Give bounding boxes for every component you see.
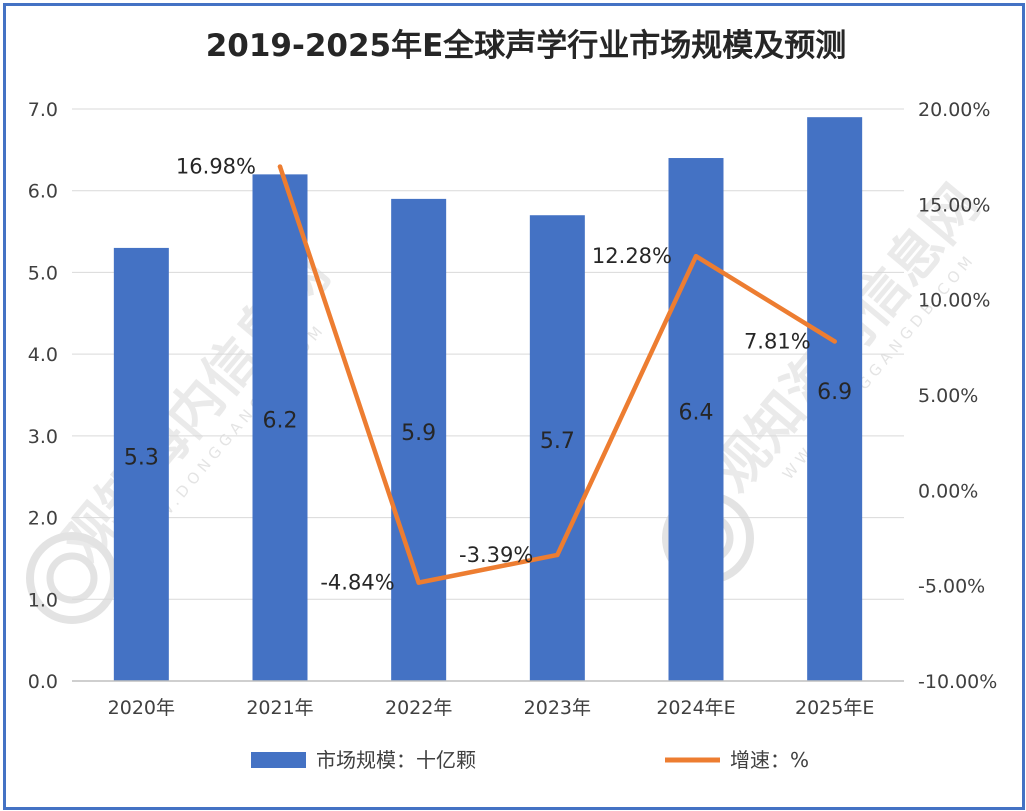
y-left-tick-label: 7.0 — [28, 99, 58, 121]
bar-data-label: 5.9 — [401, 421, 436, 446]
bar — [668, 158, 724, 681]
line-data-label: 7.81% — [744, 329, 811, 353]
bar — [807, 117, 863, 681]
line-point — [832, 339, 837, 344]
line-data-label: 16.98% — [176, 155, 256, 179]
line-point — [277, 164, 283, 169]
line-point — [693, 253, 699, 259]
x-tick-label: 2024年E — [656, 697, 735, 719]
y-right-tick-label: 10.00% — [918, 290, 990, 312]
line-data-label: -3.39% — [459, 543, 533, 567]
bar — [529, 215, 585, 681]
legend-label: 市场规模：十亿颗 — [316, 748, 476, 772]
x-tick-label: 2020年 — [108, 697, 175, 719]
chart-title: 2019-2025年E全球声学行业市场规模及预测 — [206, 28, 847, 64]
bar-data-label: 6.2 — [263, 409, 298, 434]
bar-data-label: 6.4 — [679, 401, 714, 426]
line-point — [416, 580, 421, 585]
y-right-tick-label: 0.00% — [918, 480, 978, 502]
x-tick-label: 2022年 — [385, 697, 452, 719]
data-labels: 5.3 6.2 5.9 5.7 6.4 6.9 16.98% -4.84% -3.39% 12.2… — [124, 155, 852, 595]
y-right-tick-label: 20.00% — [918, 99, 990, 121]
y-left-tick-label: 3.0 — [28, 426, 58, 448]
y-right-tick-label: -10.00% — [918, 671, 997, 693]
bar-series — [113, 117, 863, 681]
y-left-tick-label: 5.0 — [28, 262, 58, 284]
watermark-logo-inner-icon — [46, 552, 98, 604]
y-left-tick-label: 2.0 — [28, 508, 58, 530]
legend: 市场规模：十亿颗 增速：% — [251, 748, 809, 772]
x-tick-label: 2023年 — [524, 697, 591, 719]
x-tick-label: 2021年 — [246, 697, 313, 719]
y-left-tick-label: 0.0 — [28, 671, 58, 693]
gridlines — [72, 108, 904, 600]
bar-data-label: 6.9 — [817, 380, 852, 405]
legend-label: 增速：% — [730, 748, 809, 772]
y-left-tick-label: 6.0 — [28, 181, 58, 203]
line-point — [555, 552, 560, 558]
bar — [252, 174, 308, 681]
y-right-tick-label: 15.00% — [918, 194, 990, 216]
legend-swatch-bar — [251, 752, 306, 768]
y-right-tick-label: 5.00% — [918, 385, 978, 407]
line-data-label: -4.84% — [320, 571, 394, 595]
bar — [113, 247, 169, 681]
y-left-tick-label: 4.0 — [28, 344, 58, 366]
y-right-tick-label: -5.00% — [918, 576, 985, 598]
line-series — [277, 164, 837, 585]
y-left-tick-label: 1.0 — [28, 589, 58, 611]
axes: 0.0 1.0 2.0 3.0 4.0 5.0 6.0 7.0 -10.00% -5.00% 0.0… — [28, 99, 998, 719]
bar — [391, 198, 447, 681]
bar-data-label: 5.3 — [124, 445, 159, 470]
x-tick-label: 2025年E — [795, 697, 874, 719]
bar-data-label: 5.7 — [540, 429, 575, 454]
line-data-label: 12.28% — [592, 244, 672, 268]
